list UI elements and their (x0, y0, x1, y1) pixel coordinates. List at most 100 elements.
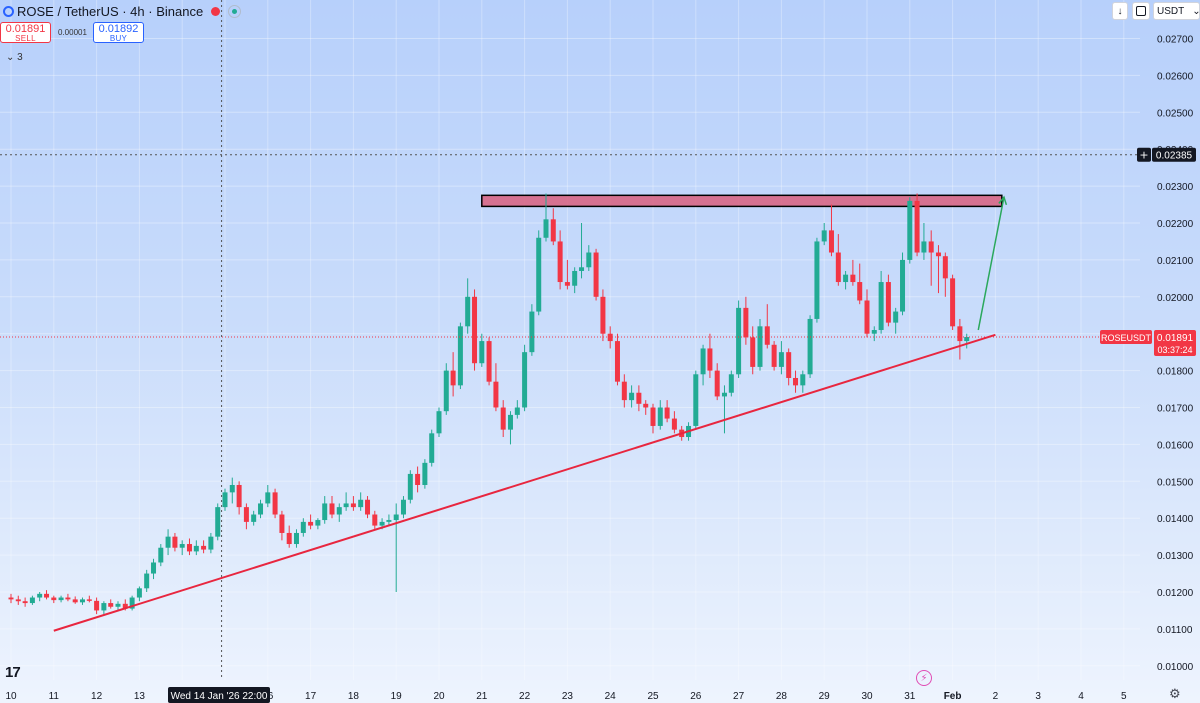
y-tick-label: 0.01400 (1157, 514, 1194, 525)
candle-body-down (329, 503, 335, 515)
buy-label: BUY (109, 34, 128, 43)
gear-icon[interactable]: ⚙ (1169, 686, 1181, 701)
candle-body-down (764, 326, 770, 345)
candle-body-down (308, 521, 314, 526)
candle-body-down (786, 352, 792, 378)
rose-logo-icon (3, 5, 14, 17)
x-tick-label: Feb (944, 691, 962, 702)
candle-body-down (236, 484, 242, 508)
y-tick-label: 0.02600 (1157, 71, 1194, 82)
candle-body-down (72, 599, 78, 603)
candle-body-up (343, 503, 349, 508)
currency-value: USDT (1157, 5, 1185, 17)
candle-body-down (643, 403, 649, 408)
x-tick-label: 11 (49, 691, 60, 702)
grid-lines (0, 0, 1140, 680)
chevron-down-icon: ⌄ (6, 52, 15, 63)
down-arrow-button[interactable]: ↓ (1112, 2, 1128, 20)
candle-body-up (358, 499, 364, 508)
x-tick-label: 13 (134, 691, 146, 702)
x-tick-label: 31 (904, 691, 916, 702)
symbol-tag (1100, 330, 1152, 345)
symbol-header[interactable]: ROSE / TetherUS · 4h · Binance (0, 2, 242, 20)
x-tick-label: 12 (91, 691, 103, 702)
tradingview-logo-icon: 17 (5, 664, 21, 681)
candle-body-up (436, 411, 442, 434)
x-tick-label: 4 (1078, 691, 1084, 702)
spread-value: 0.00001 (58, 28, 87, 37)
candle-body-up (215, 507, 221, 537)
candle-body-down (94, 600, 100, 611)
crosshair-price-tag (1152, 147, 1196, 162)
candle-body-up (115, 603, 121, 607)
down-arrow-icon: ↓ (1117, 5, 1123, 17)
candle-body-up (58, 597, 64, 601)
candle-body-up (336, 507, 342, 515)
candle-body-down (935, 252, 941, 257)
candle-body-down (621, 381, 627, 401)
square-icon (1136, 6, 1146, 16)
candle-body-down (415, 473, 421, 485)
candle-body-up (129, 597, 135, 609)
candle-body-down (201, 545, 207, 550)
y-tick-label: 0.01600 (1157, 440, 1194, 451)
last-price-tag (1154, 330, 1196, 357)
currency-select[interactable]: USDT ⌄ (1153, 2, 1200, 20)
x-tick-label: 18 (348, 691, 360, 702)
candle-body-down (557, 241, 563, 283)
candle-body-up (251, 514, 257, 522)
x-tick-label: 23 (562, 691, 574, 702)
candle-body-down (942, 256, 948, 279)
buy-button[interactable]: 0.01892 BUY (93, 22, 144, 43)
candle-body-up (136, 588, 142, 598)
layout-button[interactable] (1132, 2, 1150, 20)
candle-body-up (407, 473, 413, 500)
candle-body-up (507, 414, 513, 430)
candle-body-down (86, 599, 92, 601)
candle-body-up (736, 307, 742, 375)
candle-body-up (165, 536, 171, 548)
candle-body-up (721, 392, 727, 397)
candle-body-down (500, 407, 506, 430)
projection-arrow-head (998, 195, 1008, 206)
candle-body-up (386, 520, 392, 522)
resistance-zone (481, 194, 1003, 208)
candle-body-up (315, 520, 321, 526)
candle-body-down (22, 601, 28, 604)
candle-body-up (514, 407, 520, 415)
candle-body-up (179, 544, 185, 548)
candle-body-down (365, 499, 371, 515)
candle-body-up (158, 547, 164, 563)
candle-body-up (293, 532, 299, 545)
symbol-title: ROSE / TetherUS · 4h · Binance (17, 3, 204, 19)
candle-body-down (8, 597, 14, 600)
y-tick-label: 0.01000 (1157, 662, 1194, 673)
candle-body-up (229, 484, 235, 493)
sell-label: SELL (15, 34, 36, 43)
x-tick-label: 29 (819, 691, 831, 702)
x-tick-label: 30 (861, 691, 873, 702)
candle-body-down (850, 274, 856, 283)
candle-body-down (593, 252, 599, 297)
candle-body-up (814, 241, 820, 319)
sell-button[interactable]: 0.01891 SELL (0, 22, 51, 43)
candle-body-up (579, 267, 585, 271)
crosshair-price: 0.02385 (1156, 151, 1193, 162)
candle-body-down (486, 341, 492, 382)
candle-body-down (835, 252, 841, 283)
market-status-icon (211, 6, 221, 16)
candle-body-down (707, 348, 713, 371)
candle-body-up (258, 503, 264, 515)
crosshair-time: Wed 14 Jan '26 22:00 (171, 691, 268, 702)
lightning-icon[interactable]: ⚡ (916, 670, 932, 686)
candle-body-down (122, 603, 128, 609)
candle-body-down (885, 282, 891, 323)
y-tick-label: 0.01200 (1157, 588, 1194, 599)
x-tick-label: 26 (690, 691, 702, 702)
indicators-toggle[interactable]: ⌄ 3 (6, 52, 23, 63)
candle-body-down (636, 392, 642, 404)
x-tick-label: 17 (305, 691, 317, 702)
candle-body-down (600, 296, 606, 334)
